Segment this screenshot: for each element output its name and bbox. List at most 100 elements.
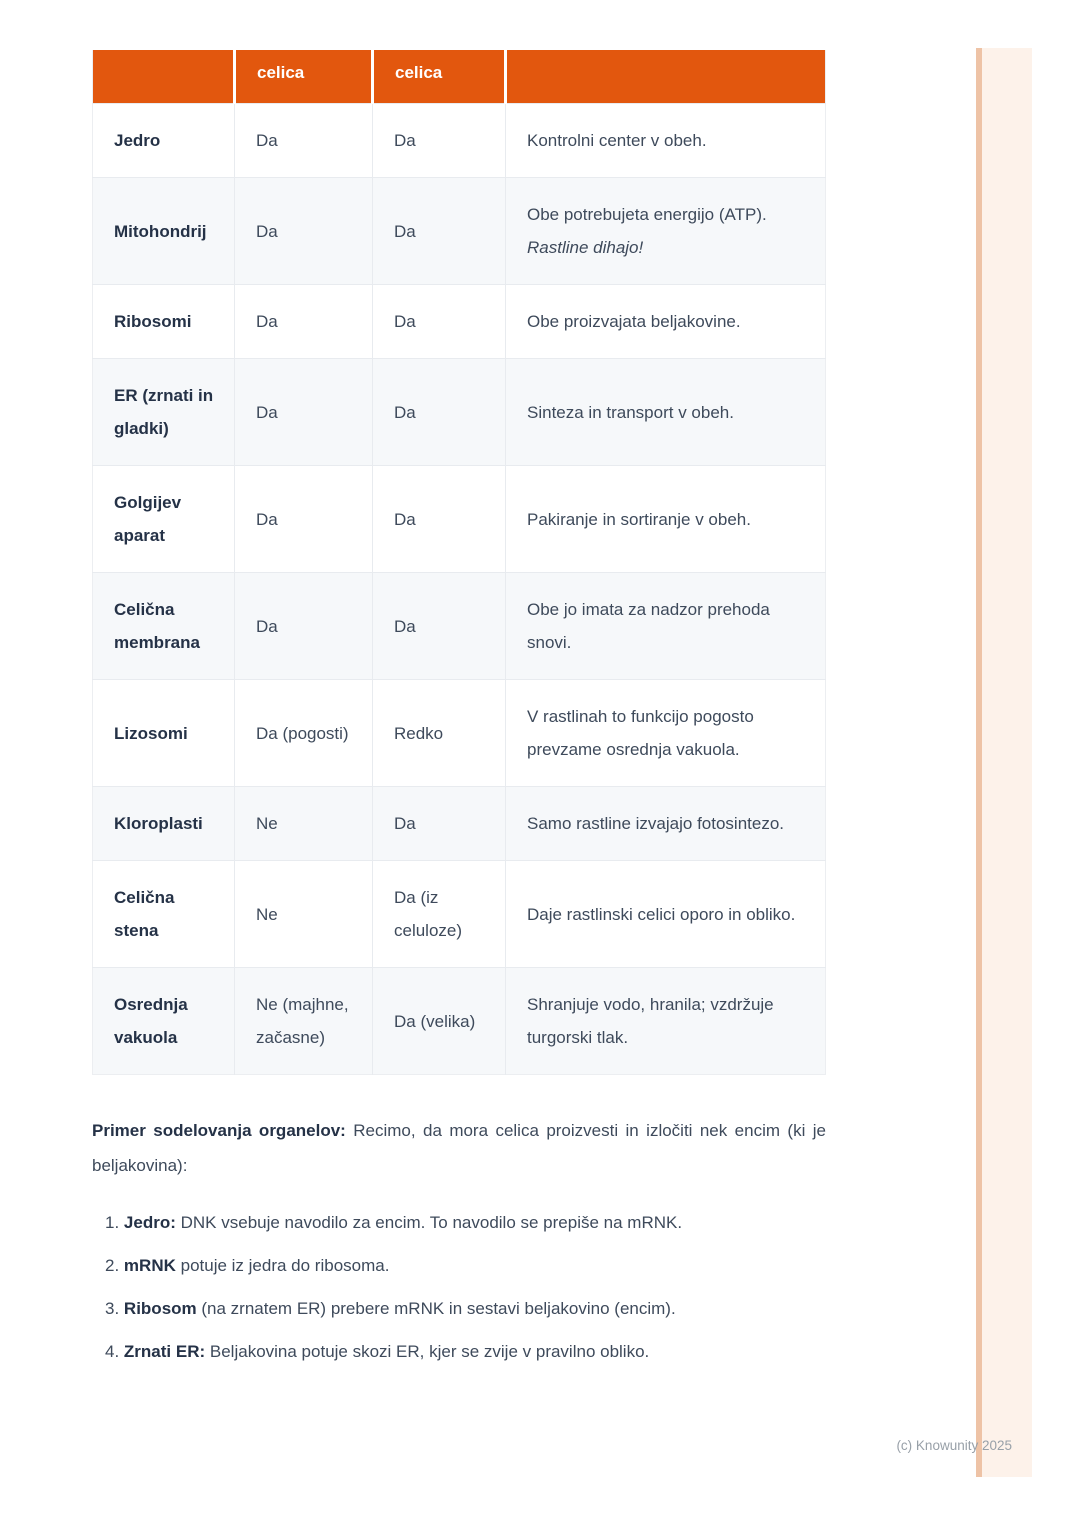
table-row: Celična membrana Da Da Obe jo imata za n… bbox=[92, 572, 826, 680]
cell-value: Da bbox=[394, 814, 416, 833]
value-cell: Da (velika) bbox=[372, 967, 506, 1075]
cell-value: Redko bbox=[394, 723, 444, 743]
row-label: Osrednja vakuola bbox=[114, 995, 188, 1047]
list-item-number: 1. bbox=[105, 1213, 120, 1232]
value-cell: Da bbox=[234, 177, 373, 285]
copyright-notice: (c) Knowunity 2025 bbox=[896, 1438, 1012, 1453]
row-label-cell: Golgijev aparat bbox=[92, 465, 235, 573]
cell-description: Pakiranje in sortiranje v obeh. bbox=[527, 509, 751, 529]
row-label-cell: Lizosomi bbox=[92, 679, 235, 787]
value-cell: Redko bbox=[372, 679, 506, 787]
cell-value: Da bbox=[394, 131, 416, 150]
row-label: Kloroplasti bbox=[114, 814, 203, 833]
table-row: Mitohondrij Da Da Obe potrebujeta energi… bbox=[92, 177, 826, 285]
list-item-number: 3. bbox=[105, 1299, 120, 1318]
table-row: Ribosomi Da Da Obe proizvajata beljakovi… bbox=[92, 284, 826, 359]
list-item-text: potuje iz jedra do ribosoma. bbox=[180, 1256, 390, 1275]
description-cell: Daje rastlinski celici oporo in obliko. bbox=[505, 860, 826, 968]
row-label-cell: Kloroplasti bbox=[92, 786, 235, 861]
header-label: celica bbox=[395, 63, 443, 82]
list-item-term: Ribosom bbox=[123, 1299, 197, 1318]
row-label-cell: Celična membrana bbox=[92, 572, 235, 680]
cell-value: Da bbox=[256, 509, 278, 529]
intro-paragraph-lead-in: Primer sodelovanja organelov: bbox=[92, 1121, 346, 1140]
value-cell: Da bbox=[372, 572, 506, 680]
list-item-number: 4. bbox=[105, 1342, 120, 1361]
intro-paragraph-text: Recimo, da mora celica proizvesti in izl… bbox=[92, 1121, 826, 1175]
value-cell: Da bbox=[372, 465, 506, 573]
cell-value: Da bbox=[394, 402, 416, 422]
value-cell: Da bbox=[234, 572, 373, 680]
value-cell: Ne (majhne, začasne) bbox=[234, 967, 373, 1075]
cell-description: V rastlinah to funkcijo pogosto prevzame… bbox=[527, 707, 754, 759]
cell-value: Da bbox=[256, 131, 278, 150]
cell-value: Da bbox=[394, 616, 416, 636]
header-cell-empty bbox=[92, 50, 235, 104]
table-row: Lizosomi Da (pogosti) Redko V rastlinah … bbox=[92, 679, 826, 787]
cell-description: Obe potrebujeta energijo (ATP). bbox=[527, 205, 767, 224]
cell-note: Rastline dihajo! bbox=[527, 238, 644, 257]
list-item: 1. Jedro: DNK vsebuje navodilo za encim.… bbox=[105, 1208, 826, 1238]
value-cell: Da bbox=[234, 103, 373, 178]
cell-description: Kontrolni center v obeh. bbox=[527, 131, 707, 150]
description-cell: Sinteza in transport v obeh. bbox=[505, 358, 826, 466]
list-item-term: mRNK bbox=[123, 1256, 176, 1275]
list-item: 3. Ribosom (na zrnatem ER) prebere mRNK … bbox=[105, 1294, 826, 1324]
cell-value: Da bbox=[256, 402, 278, 422]
row-label: Celična stena bbox=[114, 888, 175, 940]
description-cell: Pakiranje in sortiranje v obeh. bbox=[505, 465, 826, 573]
description-cell: Obe jo imata za nadzor prehoda snovi. bbox=[505, 572, 826, 680]
cell-value: Da (velika) bbox=[394, 1011, 476, 1031]
list-item-number: 2. bbox=[105, 1256, 120, 1275]
table-header-row: celica celica bbox=[92, 50, 826, 104]
cell-value: Da bbox=[256, 312, 278, 331]
organelle-comparison-table: celica celica Jedro Da Da Kontrolni cent… bbox=[92, 50, 826, 1075]
row-label-cell: Celična stena bbox=[92, 860, 235, 968]
list-item-term: Zrnati ER: bbox=[123, 1342, 206, 1361]
value-cell: Da bbox=[234, 358, 373, 466]
cell-value: Ne bbox=[256, 814, 278, 833]
row-label-cell: ER (zrnati in gladki) bbox=[92, 358, 235, 466]
header-cell-celica-2: celica bbox=[371, 50, 506, 104]
cell-value: Da bbox=[394, 221, 416, 241]
row-label-cell: Jedro bbox=[92, 103, 235, 178]
cell-value: Da (iz celuloze) bbox=[394, 888, 463, 940]
list-item-text: (na zrnatem ER) prebere mRNK in sestavi … bbox=[201, 1299, 676, 1318]
header-cell-celica-1: celica bbox=[233, 50, 373, 104]
value-cell: Ne bbox=[234, 786, 373, 861]
value-cell: Da (iz celuloze) bbox=[372, 860, 506, 968]
row-label: Lizosomi bbox=[114, 723, 188, 743]
row-label: Ribosomi bbox=[114, 312, 192, 331]
document-page: celica celica Jedro Da Da Kontrolni cent… bbox=[92, 50, 826, 1380]
row-label: Mitohondrij bbox=[114, 221, 207, 241]
description-cell: Kontrolni center v obeh. bbox=[505, 103, 826, 178]
value-cell: Ne bbox=[234, 860, 373, 968]
list-item: 4. Zrnati ER: Beljakovina potuje skozi E… bbox=[105, 1337, 826, 1367]
row-label: Celična membrana bbox=[114, 600, 200, 652]
description-cell: Shranjuje vodo, hranila; vzdržuje turgor… bbox=[505, 967, 826, 1075]
header-cell-empty-2 bbox=[504, 50, 826, 104]
cell-value: Da bbox=[256, 616, 278, 636]
cell-description: Obe jo imata za nadzor prehoda snovi. bbox=[527, 600, 770, 652]
cell-description: Obe proizvajata beljakovine. bbox=[527, 312, 741, 331]
list-item: 2. mRNK potuje iz jedra do ribosoma. bbox=[105, 1251, 826, 1281]
table-row: Jedro Da Da Kontrolni center v obeh. bbox=[92, 103, 826, 178]
list-item-term: Jedro: bbox=[123, 1213, 176, 1232]
table-row: ER (zrnati in gladki) Da Da Sinteza in t… bbox=[92, 358, 826, 466]
description-cell: Obe potrebujeta energijo (ATP). Rastline … bbox=[505, 177, 826, 285]
value-cell: Da bbox=[372, 284, 506, 359]
value-cell: Da (pogosti) bbox=[234, 679, 373, 787]
cell-value: Da bbox=[394, 312, 416, 331]
cell-description: Sinteza in transport v obeh. bbox=[527, 402, 734, 422]
cell-description: Daje rastlinski celici oporo in obliko. bbox=[527, 904, 796, 924]
cell-value: Da bbox=[394, 509, 416, 529]
page-margin-stripe bbox=[976, 48, 1032, 1477]
cell-value: Da bbox=[256, 221, 278, 241]
intro-paragraph: Primer sodelovanja organelov: Recimo, da… bbox=[92, 1113, 826, 1183]
value-cell: Da bbox=[234, 465, 373, 573]
row-label-cell: Mitohondrij bbox=[92, 177, 235, 285]
cell-value: Ne bbox=[256, 904, 278, 924]
list-item-text: Beljakovina potuje skozi ER, kjer se zvi… bbox=[209, 1342, 650, 1361]
cell-description: Samo rastline izvajajo fotosintezo. bbox=[527, 814, 785, 833]
row-label-cell: Ribosomi bbox=[92, 284, 235, 359]
